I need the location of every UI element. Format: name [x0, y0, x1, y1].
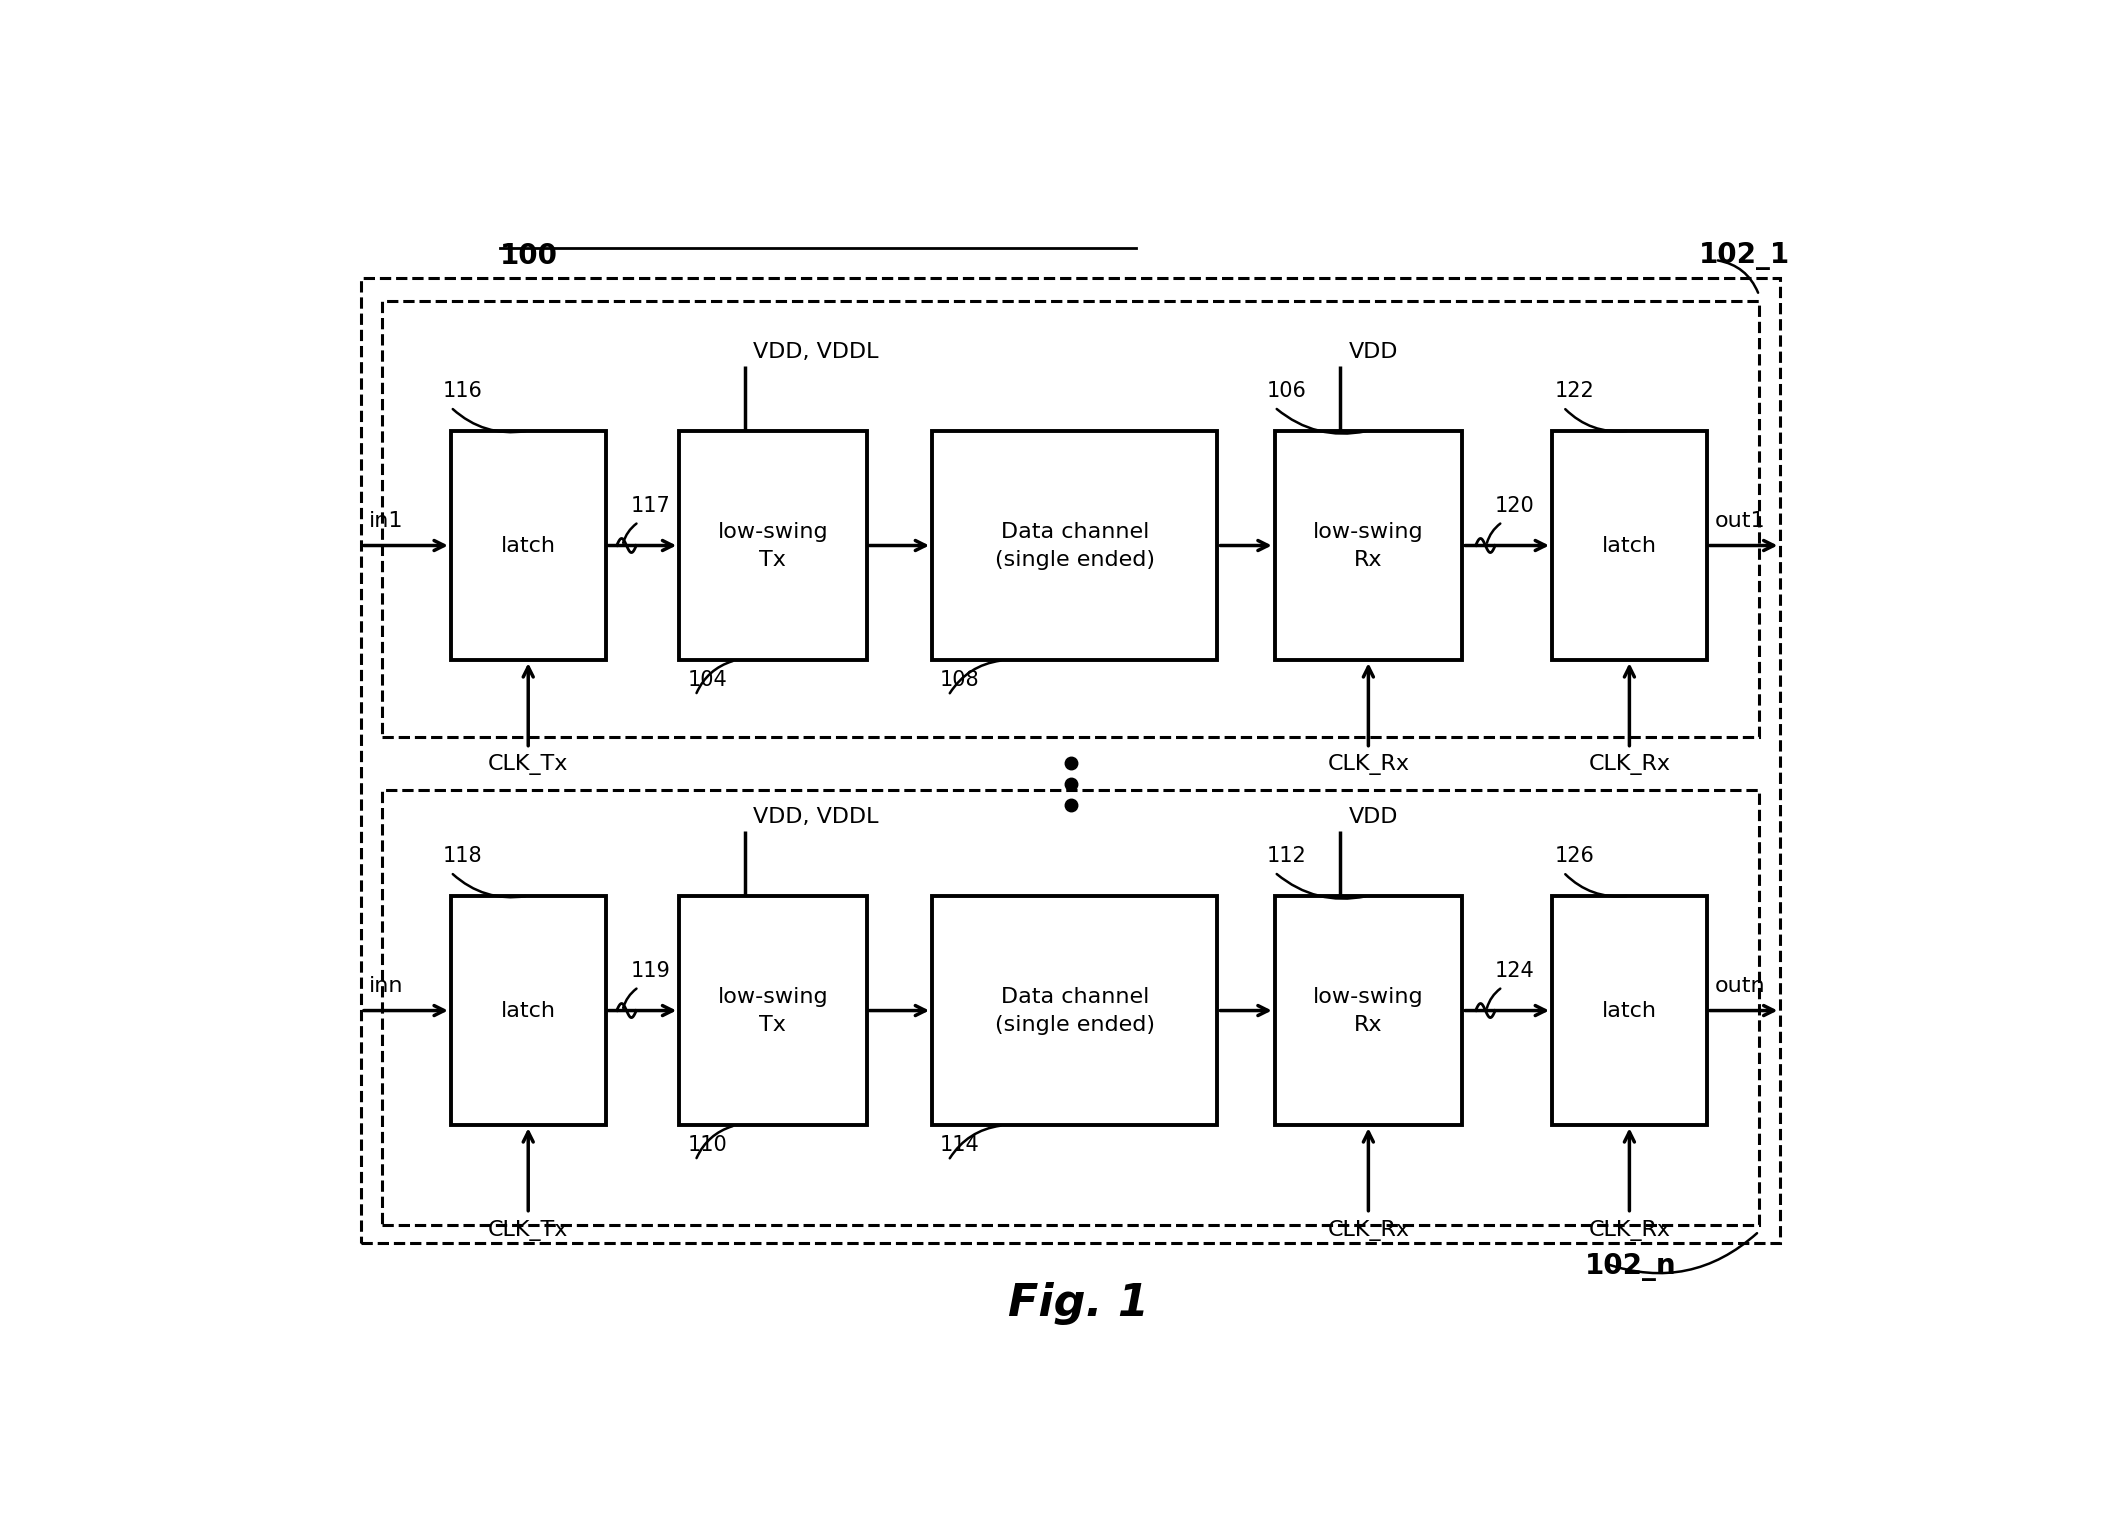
Text: 118: 118 — [442, 847, 482, 867]
Text: 122: 122 — [1556, 381, 1596, 401]
Bar — [1551, 431, 1707, 661]
Text: 119: 119 — [632, 962, 671, 982]
Text: low-swing
Rx: low-swing Rx — [1314, 986, 1423, 1035]
Text: CLK_Rx: CLK_Rx — [1328, 754, 1410, 775]
Text: 102_n: 102_n — [1585, 1252, 1676, 1281]
Text: 117: 117 — [632, 495, 669, 517]
Text: low-swing
Rx: low-swing Rx — [1314, 521, 1423, 569]
Text: 126: 126 — [1556, 847, 1596, 867]
Bar — [362, 278, 1781, 1243]
Bar — [1274, 896, 1463, 1125]
Text: out1: out1 — [1716, 511, 1766, 532]
Text: 108: 108 — [941, 670, 979, 690]
Text: Fig. 1: Fig. 1 — [1008, 1283, 1149, 1326]
Bar — [383, 790, 1760, 1225]
Text: inn: inn — [368, 977, 404, 997]
Text: CLK_Rx: CLK_Rx — [1328, 1220, 1410, 1240]
Text: latch: latch — [501, 535, 556, 555]
Bar — [933, 896, 1217, 1125]
Text: 114: 114 — [941, 1135, 981, 1154]
Text: Data channel
(single ended): Data channel (single ended) — [996, 521, 1156, 569]
Text: 120: 120 — [1495, 495, 1535, 517]
Text: 104: 104 — [686, 670, 726, 690]
Text: latch: latch — [501, 1000, 556, 1020]
Text: CLK_Tx: CLK_Tx — [488, 1220, 568, 1240]
Text: CLK_Tx: CLK_Tx — [488, 754, 568, 775]
Text: latch: latch — [1602, 535, 1657, 555]
Text: low-swing
Tx: low-swing Tx — [718, 521, 827, 569]
Bar — [933, 431, 1217, 661]
Bar — [680, 896, 867, 1125]
Text: 124: 124 — [1495, 962, 1535, 982]
Text: low-swing
Tx: low-swing Tx — [718, 986, 827, 1035]
Text: 102_1: 102_1 — [1699, 242, 1789, 271]
Text: 112: 112 — [1267, 847, 1307, 867]
Text: in1: in1 — [368, 511, 404, 532]
Text: Data channel
(single ended): Data channel (single ended) — [996, 986, 1156, 1035]
Bar — [1551, 896, 1707, 1125]
Bar — [680, 431, 867, 661]
Text: 100: 100 — [499, 242, 558, 271]
Text: CLK_Rx: CLK_Rx — [1589, 1220, 1671, 1240]
Text: latch: latch — [1602, 1000, 1657, 1020]
Text: 110: 110 — [686, 1135, 726, 1154]
Text: VDD: VDD — [1349, 807, 1398, 827]
Text: VDD, VDDL: VDD, VDDL — [754, 807, 878, 827]
Text: VDD, VDDL: VDD, VDDL — [754, 342, 878, 362]
Text: outn: outn — [1716, 977, 1766, 997]
Bar — [450, 431, 606, 661]
Bar — [450, 896, 606, 1125]
Text: VDD: VDD — [1349, 342, 1398, 362]
Text: CLK_Rx: CLK_Rx — [1589, 754, 1671, 775]
Text: 116: 116 — [442, 381, 482, 401]
Bar — [383, 301, 1760, 737]
Bar — [1274, 431, 1463, 661]
Text: 106: 106 — [1267, 381, 1307, 401]
